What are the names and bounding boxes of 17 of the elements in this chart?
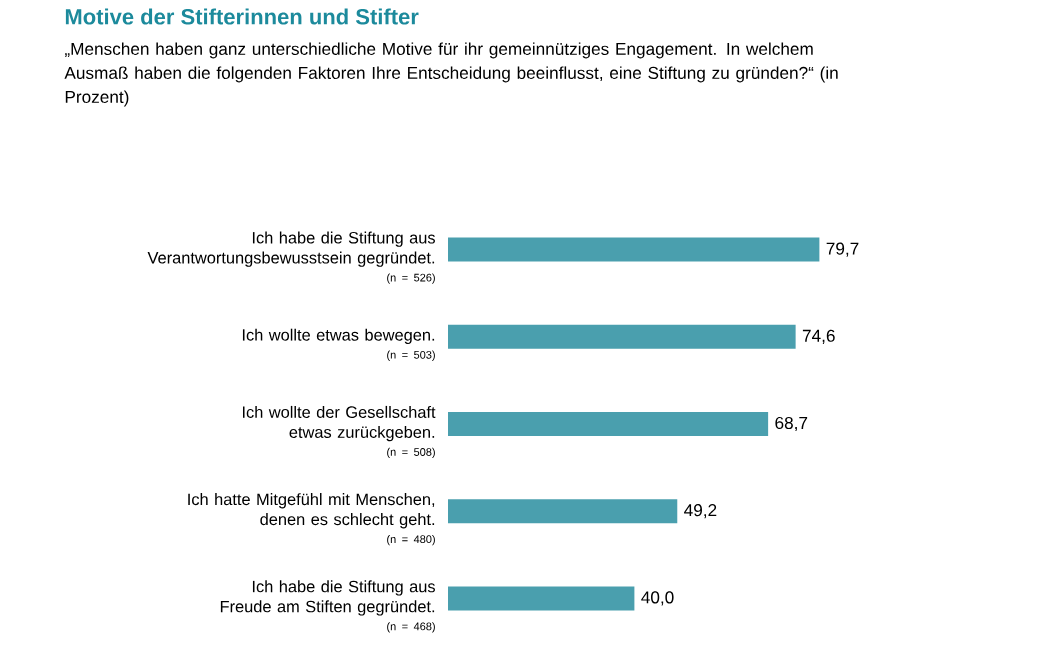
data-label: 40,0	[641, 591, 674, 606]
bar	[448, 586, 635, 611]
bar	[448, 237, 820, 262]
data-label: 49,2	[684, 504, 717, 519]
bar	[448, 499, 678, 524]
y-tick-label: Ich wollte der Gesellschaft etwas zurückgeben.	[242, 405, 436, 442]
data-label: 74,6	[802, 329, 835, 344]
y-tick-label: Ich habe die Stiftung aus Freude am Stiften gegründet.	[220, 580, 435, 616]
chart-subtitle: „Menschen haben ganz unterschiedliche Motive für ihr gemeinnütziges Engagement. In welchem Ausmaß haben die folgenden Faktoren Ihre Entscheidung beeinflusst, eine Stiftung zu gründen?“ (in Prozent)	[64, 42, 838, 107]
y-tick-label: Ich wollte etwas bewegen.	[242, 328, 435, 345]
bar	[448, 324, 796, 349]
bar	[448, 411, 769, 436]
y-tick-label: Ich hatte Mitgefühl mit Menschen, denen es schlecht geht.	[188, 493, 435, 529]
data-label: 68,7	[775, 416, 808, 432]
text: Motive der Stifterinnen und Stifter	[65, 8, 419, 25]
data-label: 79,7	[826, 242, 859, 257]
y-tick-label: Ich habe die Stiftung aus Verantwortungsbewusstsein gegründet.	[147, 231, 435, 267]
